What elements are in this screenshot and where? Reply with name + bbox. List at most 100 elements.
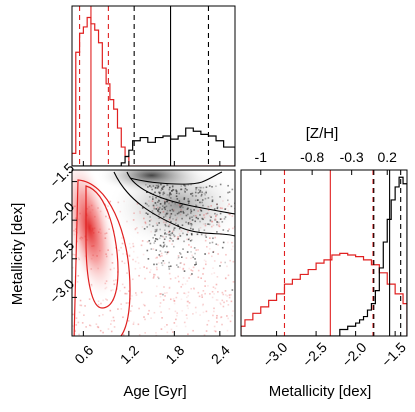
scatter-point-black xyxy=(145,183,147,186)
scatter-point-black xyxy=(173,227,175,230)
scatter-point-red xyxy=(79,212,81,215)
scatter-point-black xyxy=(166,194,169,196)
scatter-point-red xyxy=(88,298,91,300)
scatter-point-black xyxy=(152,198,154,200)
scatter-point-black xyxy=(197,189,200,191)
scatter-point-red xyxy=(168,240,171,242)
scatter-point-black xyxy=(181,217,183,220)
scatter-point-red xyxy=(112,316,115,319)
scatter-point-red xyxy=(142,253,145,256)
scatter-point-red xyxy=(171,230,174,233)
scatter-point-black xyxy=(146,249,149,252)
scatter-point-black xyxy=(184,187,187,190)
scatter-point-red xyxy=(232,260,235,263)
scatter-point-red xyxy=(175,325,178,328)
scatter-point-red xyxy=(132,250,135,253)
scatter-point-red xyxy=(79,237,81,240)
scatter-point-black xyxy=(203,192,206,195)
scatter-point-red xyxy=(108,228,110,231)
scatter-point-black xyxy=(182,248,184,250)
scatter-point-red xyxy=(193,288,195,290)
scatter-point-black xyxy=(160,183,162,186)
metallicity-histogram xyxy=(241,170,407,336)
scatter-point-red xyxy=(177,255,180,257)
scatter-point-black xyxy=(152,236,155,239)
scatter-point-black xyxy=(214,219,216,221)
scatter-point-red xyxy=(216,314,218,317)
scatter-point-red xyxy=(107,217,110,219)
scatter-point-black xyxy=(164,251,167,253)
scatter-point-red xyxy=(216,275,219,278)
scatter-point-red xyxy=(118,249,120,252)
scatter-point-red xyxy=(164,292,166,294)
scatter-point-red xyxy=(132,323,135,325)
scatter-point-red xyxy=(161,317,163,319)
scatter-point-black xyxy=(187,184,190,186)
scatter-point-red xyxy=(81,237,84,239)
scatter-point-red xyxy=(168,218,171,221)
scatter-point-red xyxy=(202,267,205,270)
scatter-point-red xyxy=(141,240,144,242)
scatter-point-black xyxy=(210,216,212,218)
scatter-point-red xyxy=(212,286,215,288)
scatter-point-black xyxy=(162,246,164,249)
scatter-point-black xyxy=(170,193,172,196)
scatter-point-red xyxy=(171,243,173,245)
scatter-point-red xyxy=(226,265,228,268)
red-contour-inner xyxy=(85,185,119,309)
scatter-point-black xyxy=(191,273,193,275)
scatter-point-red xyxy=(221,299,224,302)
scatter-point-black xyxy=(227,199,229,202)
scatter-point-red xyxy=(163,325,166,328)
scatter-point-red xyxy=(171,331,174,333)
scatter-point-red xyxy=(226,295,229,297)
scatter-point-red xyxy=(151,200,154,203)
scatter-point-red xyxy=(104,282,107,285)
scatter-point-red xyxy=(105,280,108,282)
scatter-point-black xyxy=(202,218,204,221)
scatter-point-red xyxy=(128,254,131,256)
scatter-point-black xyxy=(156,238,159,241)
scatter-point-red xyxy=(149,271,151,274)
scatter-point-black xyxy=(147,205,150,207)
scatter-point-red xyxy=(109,200,112,203)
metallicity-x-tick-label: −2.5 xyxy=(299,339,330,370)
scatter-point-red xyxy=(190,269,193,271)
scatter-point-black xyxy=(172,218,174,220)
scatter-point-red xyxy=(232,227,234,230)
scatter-point-black xyxy=(216,207,219,210)
scatter-point-red xyxy=(72,325,74,327)
scatter-point-red xyxy=(210,273,213,275)
scatter-point-black xyxy=(200,193,203,196)
scatter-point-black xyxy=(182,210,184,213)
scatter-point-red xyxy=(80,304,83,307)
scatter-point-black xyxy=(194,258,196,260)
scatter-point-red xyxy=(73,229,75,232)
scatter-point-red xyxy=(197,249,199,251)
scatter-point-red xyxy=(211,221,213,223)
scatter-point-red xyxy=(143,217,145,220)
scatter-point-black xyxy=(206,212,209,215)
scatter-point-black xyxy=(158,222,160,224)
scatter-point-black xyxy=(153,207,156,210)
scatter-point-black xyxy=(227,230,229,232)
scatter-point-red xyxy=(205,330,208,332)
scatter-point-black xyxy=(169,215,172,217)
scatter-point-black xyxy=(155,184,158,187)
scatter-point-black xyxy=(192,215,195,217)
scatter-point-red xyxy=(192,313,194,315)
scatter-point-red xyxy=(155,332,157,334)
scatter-point-red xyxy=(84,255,87,257)
scatter-point-red xyxy=(227,304,230,306)
scatter-point-red xyxy=(144,222,147,225)
scatter-point-black xyxy=(169,192,171,195)
scatter-point-black xyxy=(161,235,164,238)
scatter-point-black xyxy=(190,210,193,213)
scatter-point-red xyxy=(90,283,93,286)
scatter-point-red xyxy=(90,268,93,270)
scatter-point-red xyxy=(136,231,139,234)
scatter-point-black xyxy=(165,205,168,208)
scatter-point-red xyxy=(184,283,187,285)
age-tick-label: 1.2 xyxy=(117,342,142,367)
scatter-point-black xyxy=(200,210,203,212)
